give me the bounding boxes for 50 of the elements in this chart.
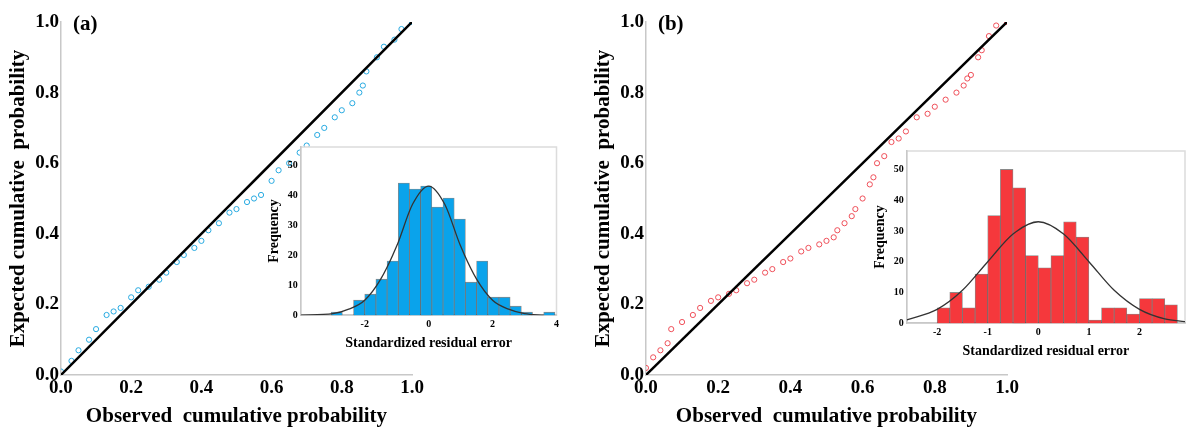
annotation: (a) xyxy=(72,10,98,35)
x-tick-label: 1.0 xyxy=(995,376,1019,398)
y-tick-label: 0.4 xyxy=(35,221,60,243)
x-axis-title: Standardized residual error xyxy=(345,335,512,351)
y-tick-label: 0.2 xyxy=(35,292,59,314)
x-tick-label: 0 xyxy=(426,317,432,329)
y-tick-label: 30 xyxy=(893,224,904,236)
y-tick-label: 0.6 xyxy=(35,151,59,173)
y-axis-title: Frequency xyxy=(266,199,282,263)
x-axis-title: Standardized residual error xyxy=(962,343,1130,359)
x-tick-label: 0 xyxy=(1035,325,1041,337)
x-tick-label: -2 xyxy=(932,325,942,337)
y-tick-label: 20 xyxy=(893,255,904,267)
y-tick-label: 40 xyxy=(287,188,298,200)
x-tick-label: 1 xyxy=(1086,325,1092,337)
x-tick-label: 1.0 xyxy=(400,376,424,398)
y-tick-label: 0.8 xyxy=(620,80,644,102)
x-tick-label: 0.8 xyxy=(329,376,354,398)
x-tick-label: 0.2 xyxy=(706,376,731,398)
x-tick-label: 2 xyxy=(490,317,496,329)
y-tick-label: 50 xyxy=(287,158,298,170)
y-tick-label: 0.2 xyxy=(620,292,644,314)
x-tick-label: -1 xyxy=(983,325,992,337)
y-tick-label: 20 xyxy=(287,248,298,260)
x-tick-label: -2 xyxy=(360,317,369,329)
y-tick-label: 50 xyxy=(893,163,904,175)
y-tick-label: 30 xyxy=(287,218,298,230)
y-tick-label: 10 xyxy=(893,286,904,298)
x-tick-label: 0.2 xyxy=(119,376,144,398)
y-tick-label: 1.0 xyxy=(35,9,59,31)
y-tick-label: 0.4 xyxy=(620,221,645,243)
y-tick-label: 0.6 xyxy=(620,151,644,173)
y-axis-title: Expected cumulative probability xyxy=(590,49,615,348)
y-tick-label: 0.8 xyxy=(35,80,59,102)
y-tick-label: 1.0 xyxy=(620,9,644,31)
x-tick-label: 0.8 xyxy=(922,376,947,398)
x-tick-label: 2 xyxy=(1136,325,1142,337)
x-tick-label: 0.6 xyxy=(850,376,875,398)
x-tick-label: 4 xyxy=(554,317,559,329)
x-axis-title: Observed cumulative probability xyxy=(85,402,388,427)
y-axis-title: Frequency xyxy=(872,205,888,269)
y-tick-label: 10 xyxy=(287,278,298,290)
x-tick-label: 0.4 xyxy=(189,376,214,398)
y-tick-label: 40 xyxy=(893,193,904,205)
annotation: (b) xyxy=(657,10,684,35)
y-tick-label: 0 xyxy=(292,308,298,320)
x-tick-label: 0.6 xyxy=(259,376,284,398)
x-axis-title: Observed cumulative probability xyxy=(675,402,978,427)
x-tick-label: 0.4 xyxy=(778,376,803,398)
y-axis-title: Expected cumulative probability xyxy=(5,49,30,348)
